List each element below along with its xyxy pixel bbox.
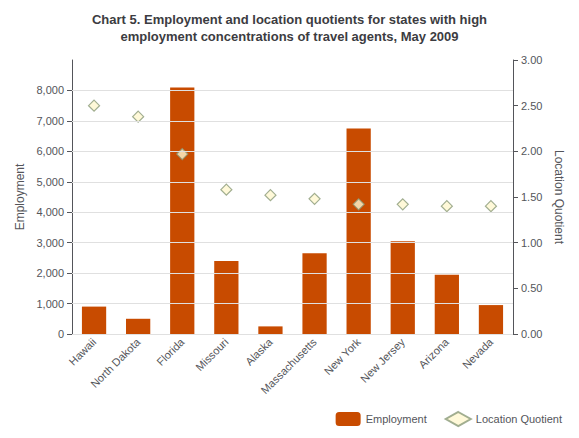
svg-text:1.00: 1.00 [521,237,542,249]
svg-text:Missouri: Missouri [193,336,230,373]
svg-text:Employment: Employment [366,413,427,425]
svg-text:Nevada: Nevada [460,335,496,371]
svg-text:1.50: 1.50 [521,191,542,203]
svg-text:North Dakota: North Dakota [88,335,143,390]
svg-text:Hawaii: Hawaii [66,336,98,368]
svg-text:employment concentrations of t: employment concentrations of travel agen… [120,29,458,44]
svg-text:7,000: 7,000 [36,115,64,127]
svg-text:Florida: Florida [154,335,187,368]
svg-text:2.00: 2.00 [521,145,542,157]
svg-text:Location Quotient: Location Quotient [552,150,566,245]
svg-text:New Jersey: New Jersey [358,335,407,384]
svg-text:6,000: 6,000 [36,145,64,157]
svg-text:0.00: 0.00 [521,328,542,340]
svg-text:Alaska: Alaska [243,335,275,367]
svg-text:1,000: 1,000 [36,298,64,310]
svg-text:2.50: 2.50 [521,100,542,112]
svg-text:4,000: 4,000 [36,206,64,218]
svg-text:Location Quotient: Location Quotient [476,413,562,425]
svg-text:3.00: 3.00 [521,54,542,66]
svg-text:8,000: 8,000 [36,84,64,96]
svg-text:2,000: 2,000 [36,267,64,279]
svg-text:New York: New York [322,335,364,377]
svg-text:Massachusetts: Massachusetts [259,335,320,396]
svg-text:3,000: 3,000 [36,237,64,249]
svg-text:Arizona: Arizona [416,335,451,370]
svg-text:0.50: 0.50 [521,282,542,294]
svg-text:0: 0 [58,328,64,340]
svg-text:Chart 5. Employment and locati: Chart 5. Employment and location quotien… [92,12,487,27]
svg-text:5,000: 5,000 [36,176,64,188]
svg-text:Employment: Employment [13,163,27,230]
